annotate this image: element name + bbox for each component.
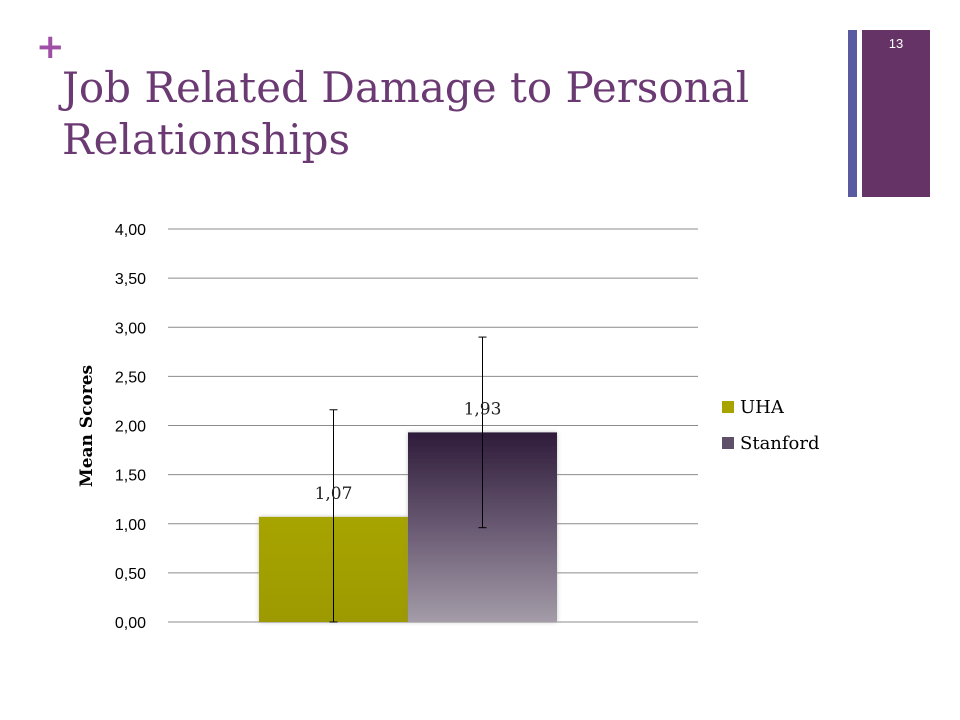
legend: UHA Stanford bbox=[722, 397, 820, 454]
data-labels: 1,07 1,93 bbox=[315, 399, 502, 503]
y-tick-label: 4,00 bbox=[115, 222, 146, 239]
y-tick-label: 3,50 bbox=[115, 271, 146, 288]
bars bbox=[259, 432, 557, 622]
legend-label-stanford: Stanford bbox=[740, 433, 820, 454]
plus-icon: + bbox=[36, 27, 65, 67]
slide-title: Job Related Damage to Personal Relations… bbox=[62, 63, 750, 164]
y-tick-label: 2,00 bbox=[115, 419, 146, 436]
y-axis-label: Mean Scores bbox=[77, 365, 97, 487]
error-bars bbox=[329, 336, 487, 623]
y-tick-label: 2,50 bbox=[115, 369, 146, 386]
y-tick-label: 1,00 bbox=[115, 517, 146, 534]
legend-label-uha: UHA bbox=[740, 397, 785, 418]
legend-swatch-uha bbox=[722, 401, 734, 413]
legend-swatch-stanford bbox=[722, 437, 734, 449]
decorative-side-bar-wide bbox=[862, 30, 930, 197]
y-tick-label: 0,50 bbox=[115, 566, 146, 583]
data-label-stanford: 1,93 bbox=[464, 399, 502, 419]
decorative-side-bar-thin bbox=[848, 30, 857, 197]
y-tick-labels: 0,00 0,50 1,00 1,50 2,00 2,50 3,00 3,50 4,00 bbox=[115, 222, 146, 632]
y-tick-label: 3,00 bbox=[115, 320, 146, 337]
slide-number: 13 bbox=[888, 36, 904, 51]
data-label-uha: 1,07 bbox=[315, 484, 353, 504]
y-tick-label: 1,50 bbox=[115, 468, 146, 485]
y-tick-label: 0,00 bbox=[115, 615, 146, 632]
